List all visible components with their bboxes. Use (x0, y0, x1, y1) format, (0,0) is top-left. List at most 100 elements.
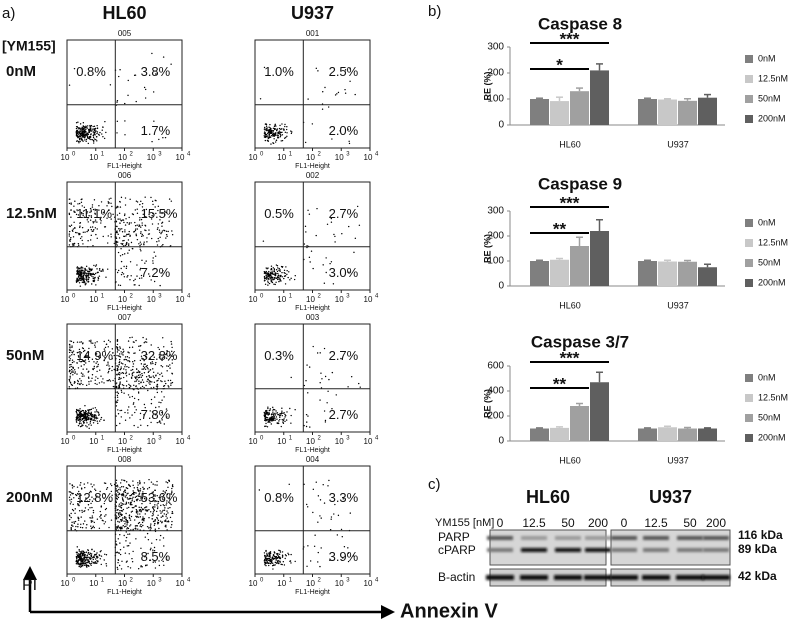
event-dot (135, 200, 138, 202)
event-dot (128, 366, 130, 369)
event-dot (93, 498, 95, 500)
event-dot (265, 270, 267, 273)
event-dot (270, 129, 273, 132)
bar (698, 267, 717, 286)
quadrant-percent: 14.9% (76, 348, 113, 363)
x-tick-exponent: 2 (130, 578, 134, 584)
event-dot (151, 515, 153, 517)
event-dot (70, 224, 73, 226)
event-dot (91, 517, 94, 519)
event-dot (131, 557, 133, 560)
event-dot (111, 205, 113, 208)
event-dot (81, 342, 84, 345)
event-dot (122, 351, 124, 354)
event-dot (136, 515, 138, 518)
event-dot (130, 275, 132, 277)
event-dot (126, 356, 129, 358)
event-dot (158, 527, 160, 530)
event-dot (92, 407, 94, 409)
bar (658, 427, 677, 441)
event-dot (269, 421, 271, 424)
event-dot (81, 550, 83, 552)
bar (550, 101, 569, 125)
event-dot (270, 423, 272, 425)
event-dot (149, 549, 152, 551)
event-dot (80, 556, 82, 558)
event-dot (71, 487, 74, 489)
event-dot (85, 562, 87, 564)
band (611, 536, 637, 540)
event-dot (82, 383, 84, 386)
event-dot (95, 362, 97, 364)
event-dot (74, 512, 76, 515)
event-dot (279, 133, 281, 135)
event-dot (77, 418, 79, 420)
event-dot (267, 421, 269, 423)
event-dot (119, 533, 121, 536)
event-dot (138, 380, 140, 382)
event-dot (82, 414, 85, 417)
event-dot (86, 127, 89, 129)
event-dot (80, 341, 83, 343)
event-dot (280, 280, 282, 282)
event-dot (171, 372, 173, 375)
event-dot (271, 420, 274, 422)
event-dot (129, 234, 131, 237)
event-dot (266, 554, 269, 557)
event-dot (107, 339, 110, 342)
event-dot (169, 506, 171, 509)
event-dot (322, 91, 324, 93)
event-dot (94, 488, 96, 490)
event-dot (286, 135, 288, 138)
event-dot (70, 368, 73, 371)
event-dot (156, 228, 159, 230)
event-dot (117, 218, 119, 220)
event-dot (76, 553, 78, 555)
event-dot (77, 242, 80, 245)
event-dot (133, 352, 135, 355)
event-dot (81, 281, 84, 283)
event-dot (156, 383, 159, 386)
event-dot (320, 547, 322, 549)
event-dot (140, 506, 142, 509)
event-dot (120, 510, 123, 512)
event-dot (77, 504, 79, 506)
event-dot (99, 551, 102, 553)
event-dot (141, 358, 143, 360)
event-dot (68, 380, 71, 382)
event-dot (77, 502, 79, 505)
event-dot (283, 412, 285, 414)
event-dot (78, 277, 81, 280)
event-dot (69, 375, 71, 378)
event-dot (156, 480, 158, 483)
event-dot (156, 510, 158, 513)
event-dot (350, 376, 353, 378)
event-dot (133, 402, 135, 404)
event-dot (126, 527, 129, 529)
event-dot (105, 554, 108, 556)
event-dot (84, 139, 86, 141)
event-dot (284, 413, 286, 416)
event-dot (99, 516, 101, 518)
event-dot (116, 244, 118, 246)
event-dot (94, 414, 97, 416)
event-dot (158, 401, 160, 404)
event-dot (86, 415, 89, 418)
event-dot (90, 234, 92, 237)
event-dot (96, 124, 98, 127)
y-tick-label: 300 (487, 206, 504, 217)
event-dot (138, 243, 140, 245)
event-dot (118, 512, 120, 514)
event-dot (71, 524, 73, 526)
event-dot (305, 231, 307, 233)
event-dot (75, 555, 78, 558)
event-dot (268, 282, 271, 285)
event-dot (90, 555, 93, 557)
event-dot (131, 373, 133, 375)
event-dot (171, 346, 173, 349)
event-dot (89, 207, 92, 210)
x-tick-base: 10 (335, 153, 344, 162)
event-dot (305, 413, 308, 416)
event-dot (121, 518, 123, 521)
event-dot (81, 562, 83, 564)
